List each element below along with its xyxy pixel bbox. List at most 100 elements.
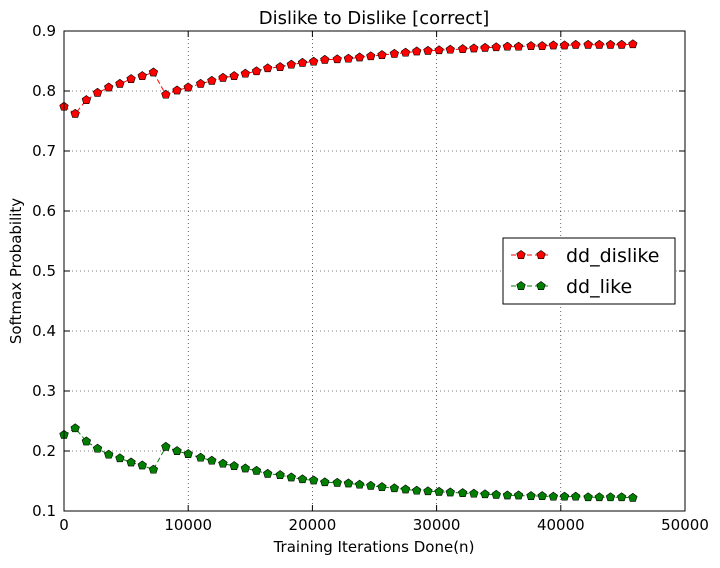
point-dd-like <box>445 487 455 497</box>
legend-box <box>502 237 676 305</box>
point-dd-like <box>354 479 365 489</box>
point-dd-dislike <box>332 54 342 64</box>
chart-title: Dislike to Dislike [correct] <box>259 8 490 29</box>
point-dd-like <box>332 477 342 487</box>
point-dd-like <box>207 455 217 465</box>
point-dd-like <box>491 489 501 499</box>
point-dd-dislike <box>526 41 536 50</box>
y-axis-label: Softmax Probability <box>7 198 25 344</box>
point-dd-dislike <box>412 46 422 56</box>
point-dd-like <box>126 457 136 467</box>
point-dd-like <box>571 491 581 501</box>
point-dd-dislike <box>263 63 273 73</box>
point-dd-dislike <box>583 39 593 49</box>
x-tick-label: 10000 <box>164 516 212 534</box>
legend-marker-dd-dislike <box>516 250 526 259</box>
point-dd-like <box>583 492 593 502</box>
series-layer <box>59 39 638 502</box>
point-dd-dislike <box>161 89 171 99</box>
point-dd-like <box>502 490 513 500</box>
point-dd-dislike <box>571 39 581 49</box>
point-dd-dislike <box>183 82 193 92</box>
point-dd-like <box>92 443 103 453</box>
point-dd-like <box>343 478 354 488</box>
y-tick-label: 0.4 <box>32 322 56 340</box>
point-dd-like <box>423 486 433 496</box>
point-dd-like <box>263 468 273 478</box>
point-dd-dislike <box>617 39 627 49</box>
point-dd-like <box>434 486 444 496</box>
point-dd-dislike <box>469 43 479 53</box>
point-dd-dislike <box>115 78 125 88</box>
point-dd-dislike <box>423 45 433 55</box>
legend-entry-dd-like: dd_like <box>511 276 632 298</box>
x-tick-label: 0 <box>59 516 69 534</box>
point-dd-dislike <box>92 87 103 97</box>
point-dd-dislike <box>148 67 159 77</box>
y-tick-label: 0.9 <box>32 22 56 40</box>
point-dd-dislike <box>81 95 91 104</box>
point-dd-dislike <box>389 48 400 58</box>
point-dd-like <box>480 489 490 499</box>
point-dd-like <box>513 490 524 500</box>
point-dd-dislike <box>559 40 570 50</box>
y-tick-label: 0.3 <box>32 382 56 400</box>
point-dd-like <box>594 492 604 502</box>
point-dd-dislike <box>434 45 444 55</box>
point-dd-like <box>320 477 330 487</box>
y-tick-label: 0.8 <box>32 82 56 100</box>
x-axis-label: Training Iterations Done(n) <box>273 538 475 556</box>
point-dd-like <box>628 492 638 502</box>
point-dd-like <box>309 475 319 485</box>
point-dd-like <box>115 453 125 463</box>
point-dd-dislike <box>605 39 616 49</box>
point-dd-dislike <box>502 41 513 51</box>
point-dd-dislike <box>458 44 468 53</box>
x-tick-label: 30000 <box>413 516 461 534</box>
point-dd-dislike <box>104 82 114 92</box>
point-dd-like <box>218 458 228 468</box>
point-dd-dislike <box>377 50 387 59</box>
point-dd-like <box>275 470 285 479</box>
point-dd-dislike <box>354 52 365 62</box>
point-dd-like <box>104 449 114 459</box>
axis-ticks: 0 10000 20000 30000 40000 50000 0.1 0.2 0.3 0.4 0.… <box>32 22 709 534</box>
point-dd-like <box>548 491 558 501</box>
point-dd-like <box>137 460 147 470</box>
point-dd-dislike <box>320 54 330 64</box>
point-dd-like <box>366 480 376 490</box>
point-dd-like <box>458 488 468 497</box>
series-line-dd-like <box>63 427 633 499</box>
point-dd-dislike <box>126 74 136 83</box>
point-dd-dislike <box>297 57 308 67</box>
legend-label-dd-dislike: dd_dislike <box>566 245 659 267</box>
point-dd-dislike <box>480 42 490 52</box>
y-tick-label: 0.2 <box>32 442 56 460</box>
point-dd-dislike <box>594 39 604 49</box>
point-dd-dislike <box>628 39 638 49</box>
point-dd-like <box>251 465 262 475</box>
point-dd-like <box>297 474 308 484</box>
point-dd-dislike <box>491 42 501 52</box>
point-dd-like <box>389 483 400 493</box>
point-dd-dislike <box>240 68 250 78</box>
point-dd-like <box>172 446 182 455</box>
point-dd-like <box>526 491 536 500</box>
point-dd-dislike <box>537 41 547 50</box>
point-dd-dislike <box>343 53 354 63</box>
y-tick-label: 0.5 <box>32 262 56 280</box>
point-dd-dislike <box>309 56 319 66</box>
x-tick-label: 40000 <box>537 516 585 534</box>
point-dd-like <box>70 423 80 433</box>
point-dd-dislike <box>366 51 376 61</box>
point-dd-like <box>559 491 570 501</box>
point-dd-like <box>195 452 206 462</box>
point-dd-like <box>286 472 296 482</box>
point-dd-like <box>161 441 171 451</box>
point-dd-like <box>81 436 91 446</box>
point-dd-like <box>240 463 250 473</box>
point-dd-dislike <box>251 66 262 76</box>
y-tick-label: 0.7 <box>32 142 56 160</box>
x-tick-label: 50000 <box>661 516 709 534</box>
